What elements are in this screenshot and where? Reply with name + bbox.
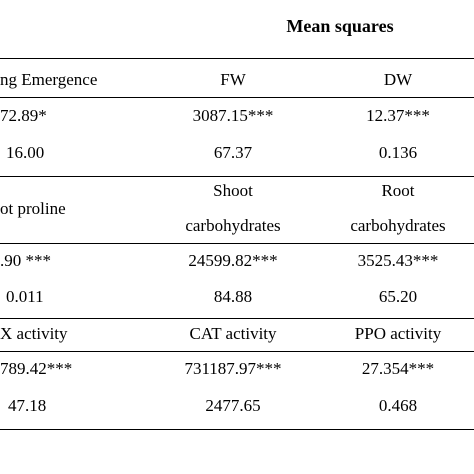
cell-proline-treatment: .90 ***	[0, 251, 51, 270]
cell-shoot-carb-error: 84.88	[213, 287, 253, 306]
header-emergence: ng Emergence	[0, 70, 98, 89]
header-proline: ot proline	[0, 199, 66, 218]
cell-root-carb-treatment: 3525.43***	[357, 251, 439, 270]
cell-emergence-error: 16.00	[6, 143, 45, 162]
table-rule-bottom	[0, 429, 474, 430]
section-2-bottom-rule	[0, 318, 474, 319]
section-1-header-rule	[0, 97, 474, 98]
cell-dw-error: 0.136	[378, 143, 418, 162]
header-root-carbohydrates: carbohydrates	[350, 216, 446, 235]
cell-shoot-carb-treatment: 24599.82***	[188, 251, 278, 270]
header-pox-activity: X activity	[0, 324, 68, 343]
mean-squares-heading: Mean squares	[286, 16, 394, 36]
cell-root-carb-error: 65.20	[378, 287, 418, 306]
table-rule-top	[0, 58, 474, 59]
cell-fw-treatment: 3087.15***	[192, 106, 274, 125]
header-shoot: Shoot	[213, 181, 253, 200]
section-2-header-rule	[0, 243, 474, 244]
cell-ppo-treatment: 27.354***	[361, 359, 435, 378]
cell-pox-treatment: 789.42***	[0, 359, 73, 378]
cell-pox-error: 47.18	[8, 396, 47, 415]
cell-cat-error: 2477.65	[205, 396, 261, 415]
cell-emergence-treatment: 72.89*	[0, 106, 47, 125]
header-shoot-carbohydrates: carbohydrates	[185, 216, 281, 235]
cell-proline-error: 0.011	[6, 287, 44, 306]
header-dw: DW	[383, 70, 413, 89]
cell-cat-treatment: 731187.97***	[184, 359, 282, 378]
cell-fw-error: 67.37	[213, 143, 253, 162]
header-ppo-activity: PPO activity	[354, 324, 442, 343]
cell-ppo-error: 0.468	[378, 396, 418, 415]
header-root: Root	[381, 181, 415, 200]
header-cat-activity: CAT activity	[189, 324, 277, 343]
section-1-bottom-rule	[0, 176, 474, 177]
cell-dw-treatment: 12.37***	[366, 106, 430, 125]
header-fw: FW	[220, 70, 246, 89]
section-3-header-rule	[0, 351, 474, 352]
